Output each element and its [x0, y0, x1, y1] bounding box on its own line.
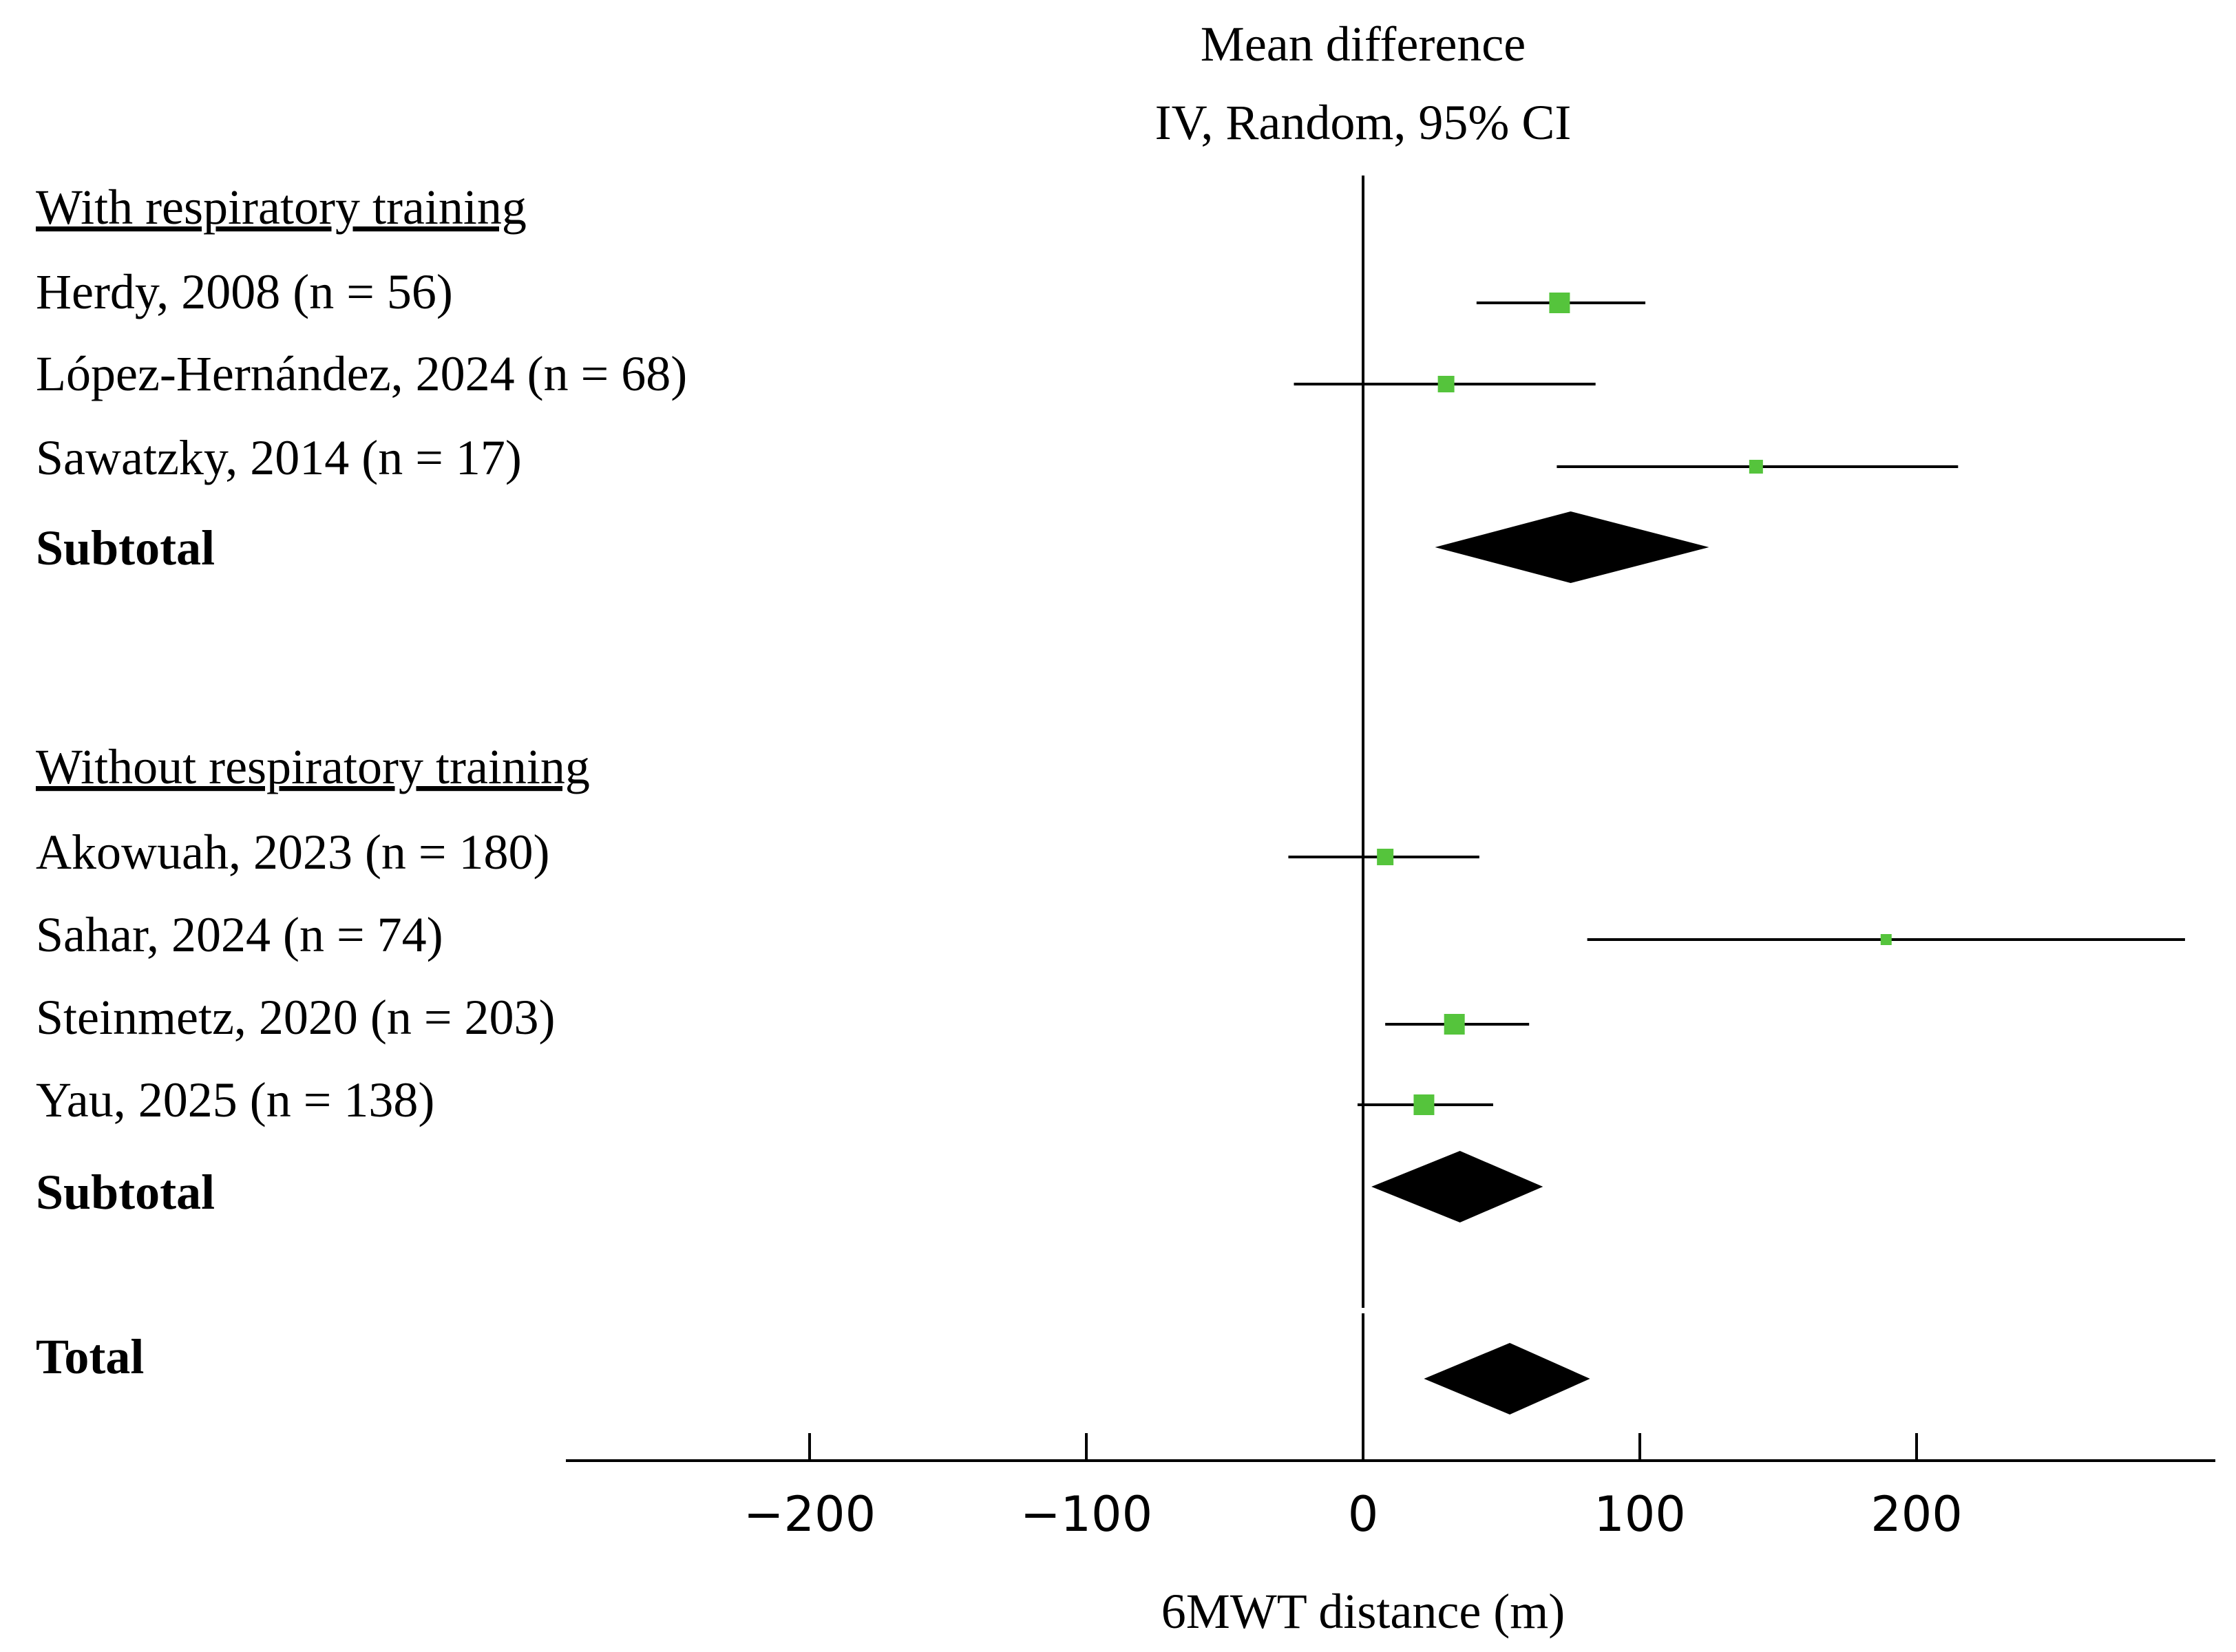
x-tick-label: 0	[1348, 1486, 1379, 1543]
total-diamond	[1424, 1343, 1590, 1415]
x-tick-label: −100	[1020, 1486, 1152, 1543]
effect-marker	[1749, 460, 1763, 474]
x-tick-label: −200	[743, 1486, 876, 1543]
study-label: Steinmetz, 2020 (n = 203)	[36, 990, 556, 1045]
subtotal-diamond	[1435, 511, 1709, 583]
study-label: Yau, 2025 (n = 138)	[36, 1072, 434, 1127]
total-label: Total	[36, 1329, 144, 1384]
effect-marker	[1444, 1014, 1465, 1035]
subtotal-diamond	[1371, 1151, 1543, 1222]
effect-marker	[1437, 376, 1455, 392]
effect-marker	[1549, 293, 1570, 313]
study-label: Akowuah, 2023 (n = 180)	[36, 825, 550, 880]
group-heading-without-respiratory-training: Without respiratory training	[36, 739, 590, 794]
effect-marker	[1377, 849, 1394, 865]
chart-title-line2: IV, Random, 95% CI	[1155, 95, 1572, 150]
plot-marks: −200 −100 0 100 200	[566, 176, 2215, 1543]
study-label: Sahar, 2024 (n = 74)	[36, 907, 443, 962]
subtotal-label: Subtotal	[36, 520, 215, 575]
x-tick-label: 200	[1870, 1486, 1963, 1543]
x-tick-label: 100	[1594, 1486, 1686, 1543]
study-label: López-Hernández, 2024 (n = 68)	[36, 346, 687, 401]
effect-marker	[1880, 934, 1892, 945]
x-axis-label: 6MWT distance (m)	[1161, 1584, 1565, 1639]
subtotal-label: Subtotal	[36, 1165, 215, 1220]
group-heading-with-respiratory-training: With respiratory training	[36, 180, 527, 235]
study-label: Sawatzky, 2014 (n = 17)	[36, 430, 522, 485]
chart-title-line1: Mean difference	[1201, 17, 1526, 72]
study-label: Herdy, 2008 (n = 56)	[36, 264, 453, 319]
effect-marker	[1413, 1094, 1435, 1115]
